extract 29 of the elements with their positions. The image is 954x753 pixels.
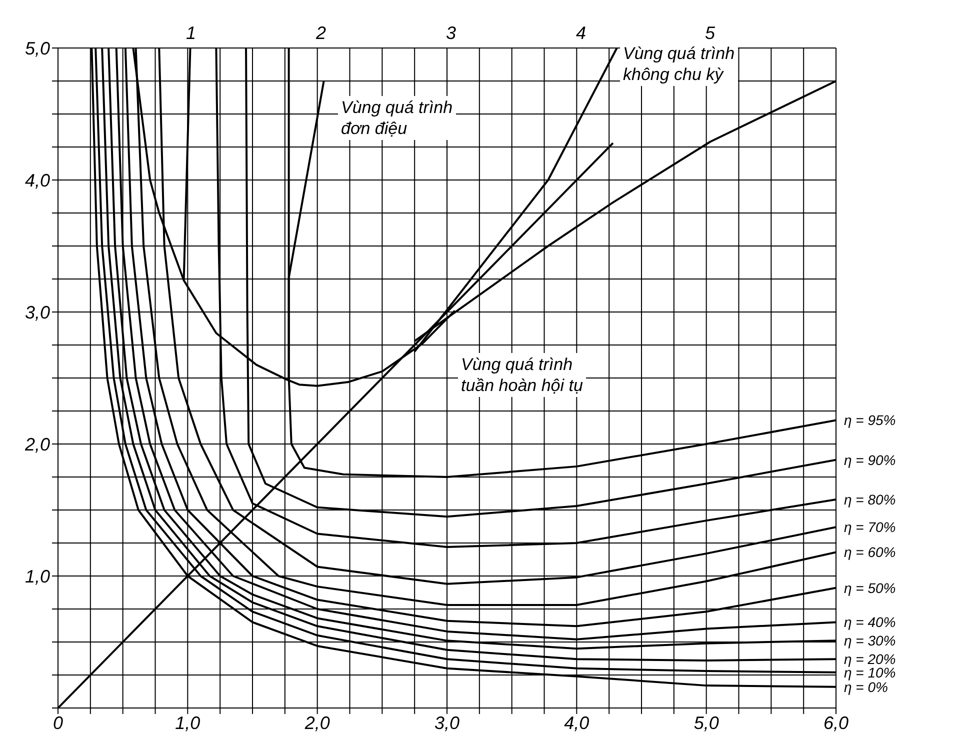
y-tick-label: 2,0 (24, 434, 50, 454)
series-label: η = 90% (844, 452, 896, 468)
text: 3 (445, 22, 458, 45)
series-label: η = 40% (844, 614, 896, 630)
x-tick-label: 3,0 (434, 712, 460, 733)
series-label: η = 0% (844, 678, 888, 695)
text: 4 (575, 22, 588, 45)
series-label: η = 70% (844, 519, 896, 536)
series-label: η = 60% (844, 544, 896, 560)
series-label: η = 95% (844, 412, 896, 428)
y-tick-label: 5,0 (24, 38, 50, 58)
x-tick-label: 1,0 (175, 712, 200, 733)
x-tick-label: 4,0 (564, 712, 590, 733)
x-tick-label: 6,0 (823, 712, 849, 733)
annotation: Vùng quá trình không chu kỳ (620, 42, 738, 86)
text: 2 (315, 22, 328, 45)
annotation: Vùng quá trình tuần hoàn hội tụ (458, 353, 586, 397)
x-tick-label: 2,0 (304, 712, 330, 733)
text: 1 (185, 22, 198, 45)
x-tick-label: 5,0 (694, 712, 719, 733)
annotation: Vùng quá trình đơn điệu (338, 96, 456, 140)
x-tick-label: 0 (52, 712, 64, 733)
series-label: η = 80% (844, 491, 896, 508)
series-label: η = 50% (844, 580, 896, 596)
text: 5 (704, 22, 716, 45)
y-tick-label: 3,0 (24, 302, 50, 322)
series-label: η = 30% (844, 632, 896, 649)
y-tick-label: 1,0 (24, 566, 50, 586)
y-tick-label: 4,0 (24, 170, 50, 190)
